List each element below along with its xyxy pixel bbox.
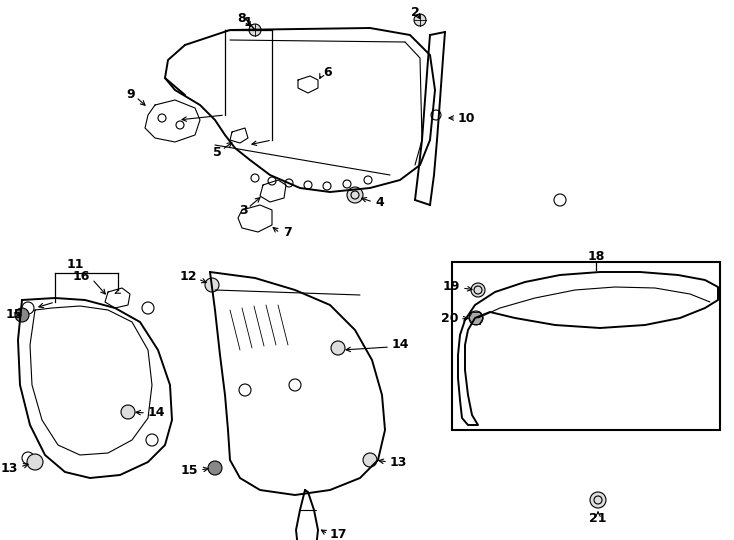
Text: 20: 20	[440, 313, 458, 326]
Bar	[452, 262, 720, 430]
Circle shape	[121, 405, 135, 419]
Text: 4: 4	[375, 195, 384, 208]
Text: 21: 21	[589, 511, 607, 524]
Text: 12: 12	[180, 271, 197, 284]
Circle shape	[205, 278, 219, 292]
Circle shape	[331, 341, 345, 355]
Text: 17: 17	[330, 528, 347, 540]
Circle shape	[590, 492, 606, 508]
Text: 11: 11	[66, 259, 84, 272]
Circle shape	[363, 453, 377, 467]
Text: 6: 6	[323, 65, 332, 78]
Circle shape	[15, 308, 29, 322]
Circle shape	[249, 24, 261, 36]
Text: 7: 7	[283, 226, 291, 240]
Text: 1: 1	[244, 16, 252, 29]
Circle shape	[347, 187, 363, 203]
Text: 16: 16	[73, 271, 90, 284]
Text: 14: 14	[392, 339, 410, 352]
Text: 3: 3	[239, 204, 248, 217]
Text: 9: 9	[126, 89, 135, 102]
Circle shape	[469, 311, 483, 325]
Circle shape	[414, 14, 426, 26]
Text: 8: 8	[238, 11, 247, 24]
Circle shape	[208, 461, 222, 475]
Text: 18: 18	[587, 251, 605, 264]
Text: 5: 5	[214, 145, 222, 159]
Text: 14: 14	[148, 407, 165, 420]
Text: 19: 19	[443, 280, 460, 294]
Text: 13: 13	[390, 456, 407, 469]
Text: 10: 10	[458, 111, 476, 125]
Circle shape	[27, 454, 43, 470]
Text: 15: 15	[6, 308, 23, 321]
Text: 2: 2	[410, 5, 419, 18]
Circle shape	[471, 283, 485, 297]
Text: 15: 15	[181, 463, 198, 476]
Text: 13: 13	[1, 462, 18, 475]
